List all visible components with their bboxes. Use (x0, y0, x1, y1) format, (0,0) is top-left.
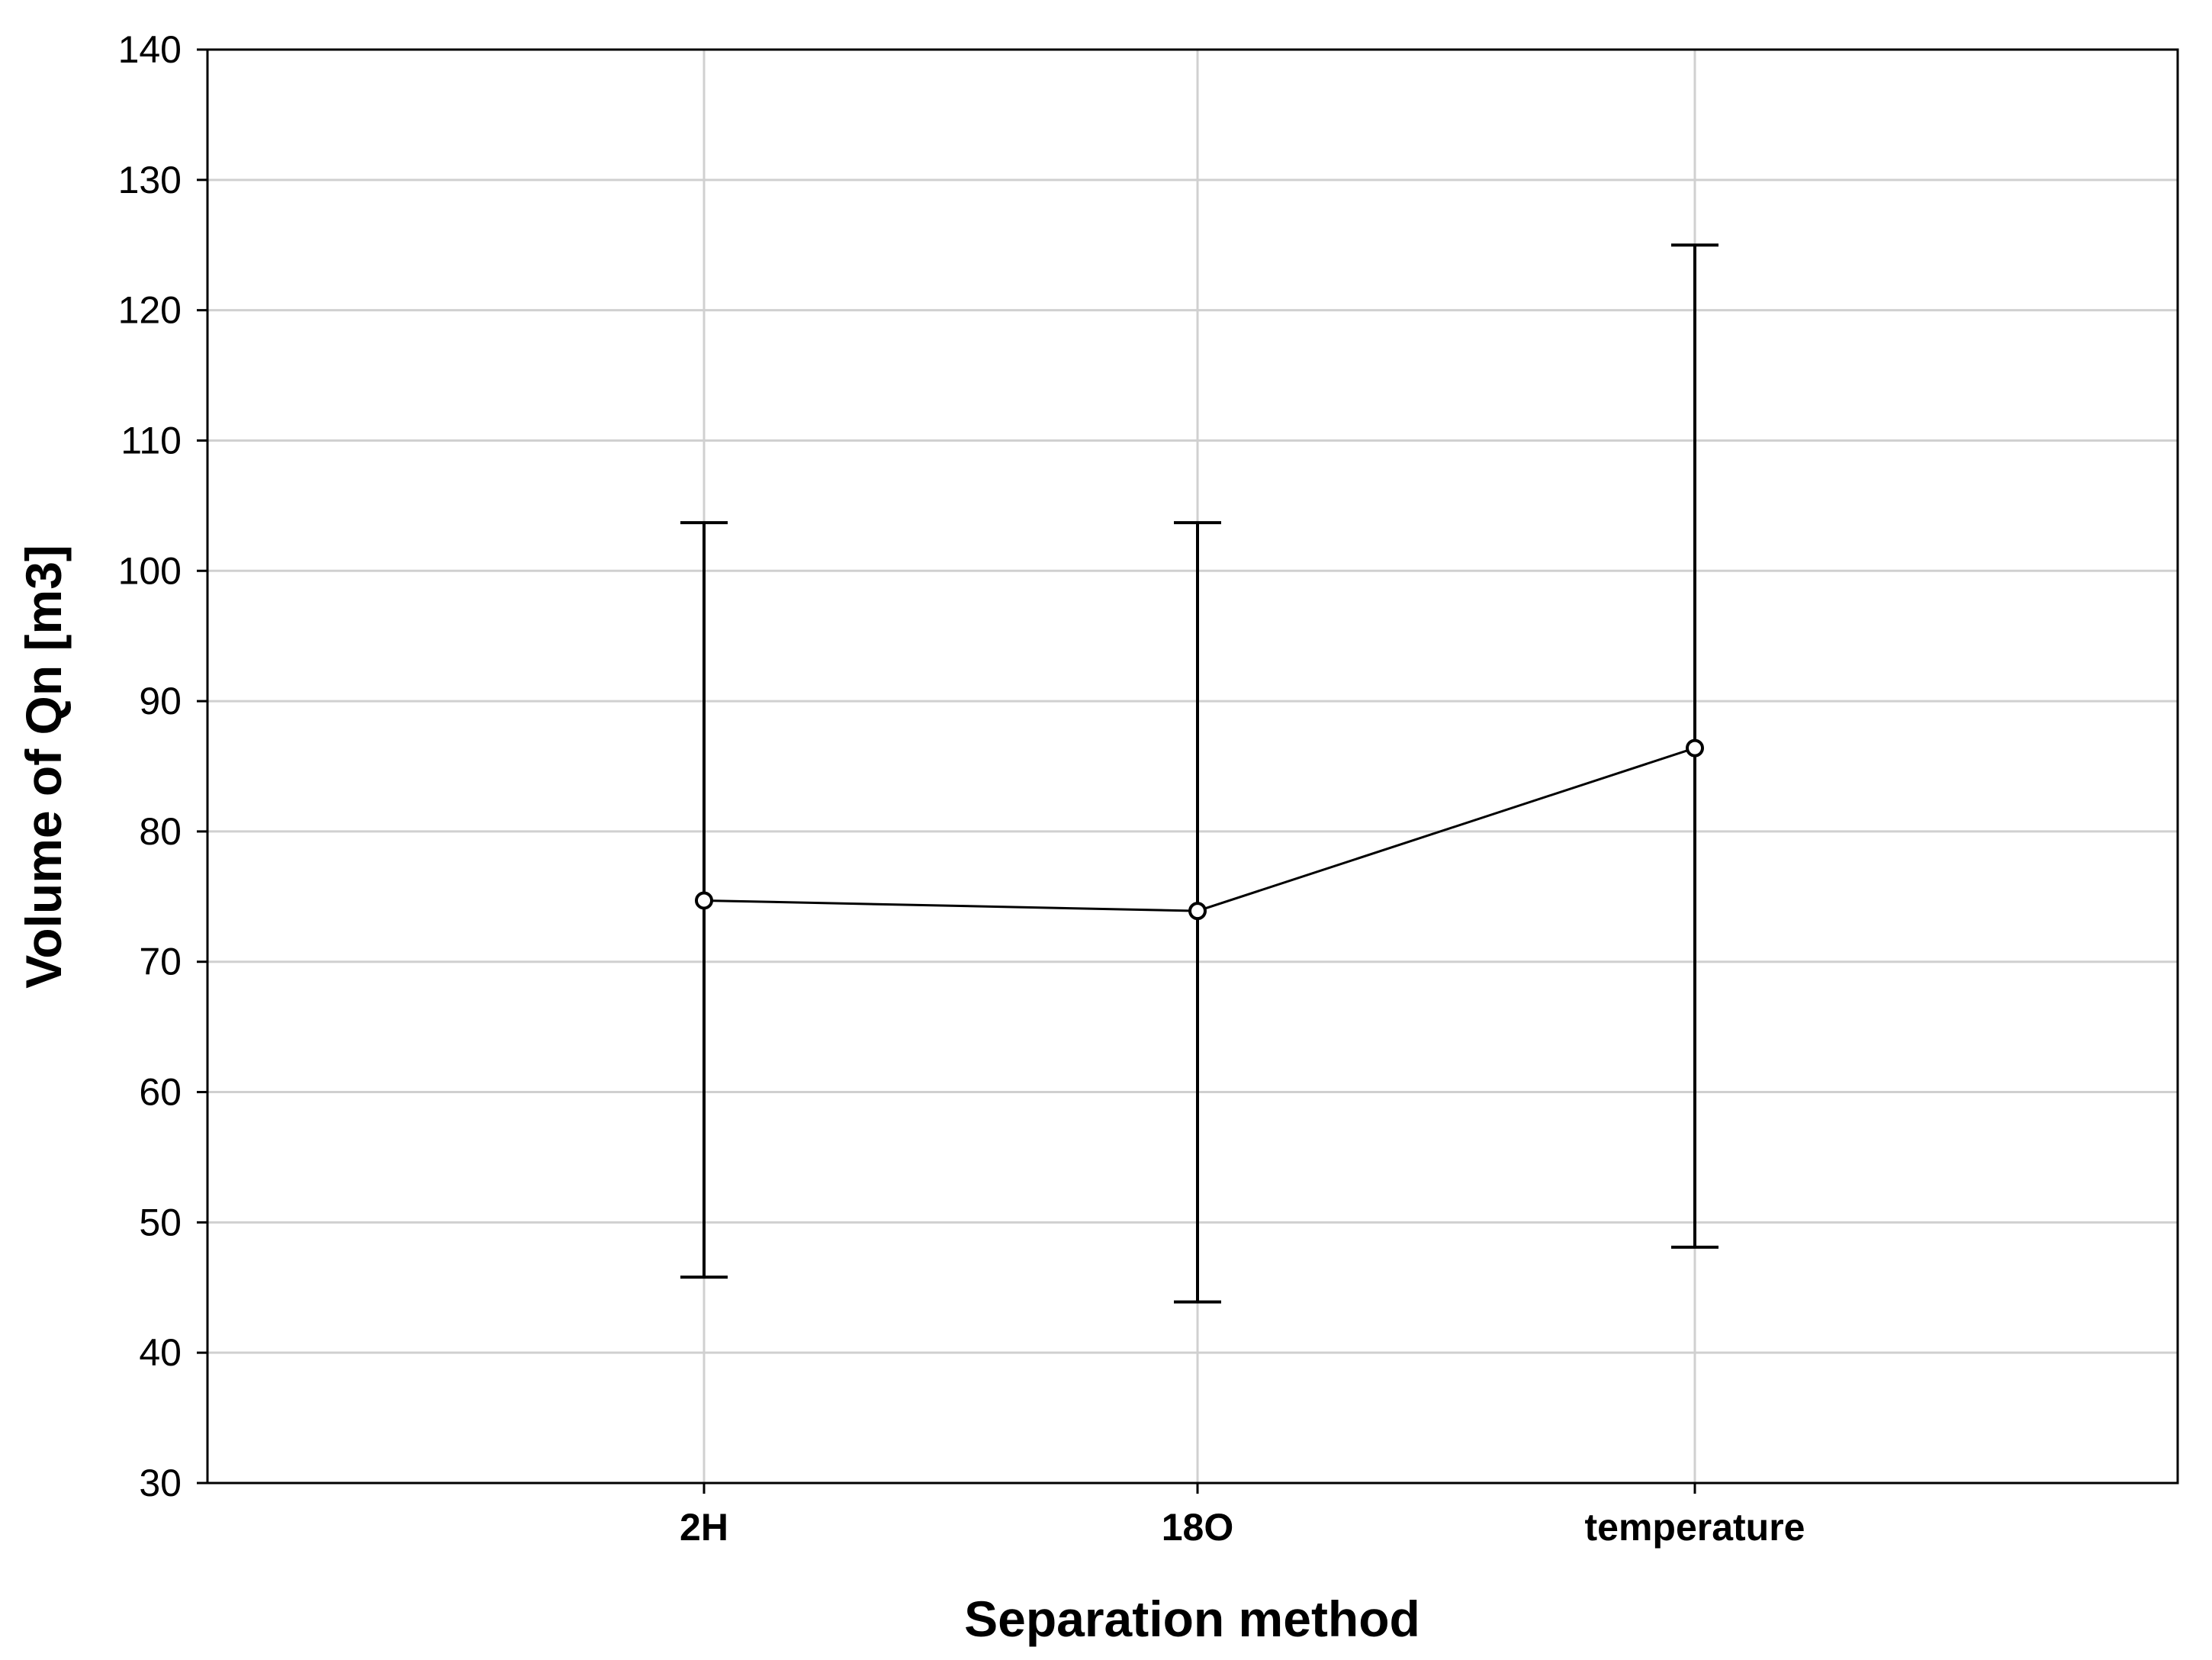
y-tick-label: 140 (118, 28, 182, 71)
data-series (680, 243, 1718, 1304)
y-tick-label: 90 (139, 680, 182, 722)
y-tick-label: 100 (118, 549, 182, 592)
y-tick-label: 30 (139, 1462, 182, 1504)
gridlines (207, 50, 2178, 1483)
y-axis-title: Volume of Qn [m3] (15, 545, 72, 989)
x-tick-label: 18O (1162, 1506, 1234, 1549)
data-point-marker (1188, 902, 1207, 921)
x-axis-title: Separation method (964, 1591, 1420, 1647)
y-tick-label: 70 (139, 941, 182, 983)
y-tick-label: 80 (139, 810, 182, 853)
y-tick-label: 60 (139, 1071, 182, 1114)
x-tick-label: 2H (680, 1506, 728, 1549)
y-axis-ticks: 30 40 50 60 70 80 90 100 110 120 130 140 (118, 28, 207, 1504)
x-tick-label: temperature (1585, 1506, 1805, 1549)
data-point-marker (695, 891, 713, 910)
plot-frame (206, 48, 2179, 1485)
y-tick-label: 40 (139, 1331, 182, 1374)
series-line (703, 747, 1696, 912)
y-tick-label: 110 (121, 419, 182, 462)
y-tick-label: 130 (118, 159, 182, 201)
data-point-marker (1686, 738, 1704, 758)
y-tick-label: 50 (139, 1201, 182, 1243)
y-tick-label: 120 (118, 289, 182, 332)
x-axis-ticks: 2H 18O temperature (680, 1483, 1805, 1549)
